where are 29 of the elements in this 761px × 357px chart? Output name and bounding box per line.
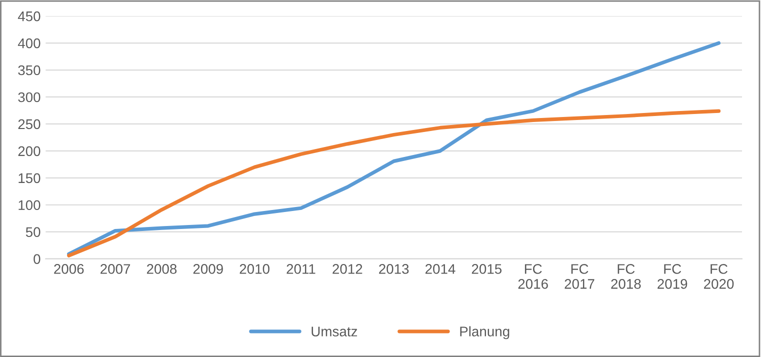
x-tick-label: FC 2016 (518, 264, 548, 289)
x-tick-label: 2010 (240, 264, 270, 274)
legend-label: Umsatz (312, 326, 358, 336)
x-tick-label: 2013 (379, 264, 409, 274)
x-tick-label: FC 2017 (564, 264, 594, 289)
x-tick-label: 2014 (425, 264, 456, 274)
x-tick-label: 2006 (54, 264, 84, 274)
x-tick-label: 2009 (193, 264, 223, 274)
y-tick-label: 300 (18, 92, 40, 102)
y-tick-label: 400 (18, 38, 40, 48)
y-tick-label: 350 (18, 65, 40, 76)
x-tick-label: 2015 (472, 264, 502, 274)
line-series (67, 41, 721, 256)
y-tick-label: 450 (18, 11, 40, 22)
y-tick-label: 150 (18, 173, 40, 184)
x-tick-label: 2011 (286, 264, 316, 274)
x-tick-label: 2012 (332, 264, 362, 274)
x-tick-label: FC 2018 (611, 264, 641, 289)
x-tick-label: FC 2019 (658, 264, 688, 289)
x-tick-label: FC 2020 (704, 264, 734, 289)
y-tick-label: 250 (18, 119, 40, 130)
line-series (67, 109, 721, 258)
y-tick-label: 200 (18, 146, 40, 156)
x-tick-label: 2007 (100, 264, 130, 274)
y-tick-label: 100 (18, 200, 40, 210)
y-tick-label: 50 (26, 227, 40, 238)
legend-label: Planung (460, 326, 510, 340)
y-tick-label: 0 (34, 254, 40, 264)
x-tick-label: 2008 (146, 264, 177, 274)
